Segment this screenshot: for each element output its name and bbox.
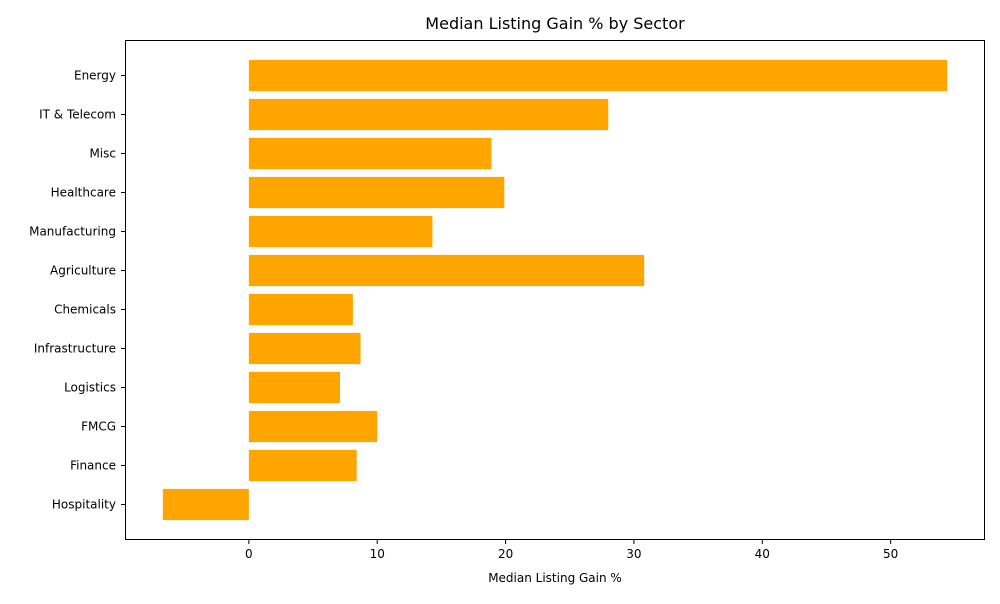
x-tick-label: 0: [245, 547, 253, 561]
bar-manufacturing: [248, 215, 433, 248]
y-tick-label: FMCG: [81, 420, 116, 434]
y-tick-label: Finance: [70, 459, 116, 473]
x-tick-label: 10: [370, 547, 385, 561]
x-tick-label: 30: [626, 547, 641, 561]
y-tick-label: Misc: [89, 147, 116, 161]
x-tick-label: 40: [755, 547, 770, 561]
bar-agriculture: [248, 254, 645, 287]
y-tick-label: Energy: [74, 69, 116, 83]
bar-finance: [248, 449, 357, 482]
x-tick-label: 20: [498, 547, 513, 561]
y-tick-label: Infrastructure: [34, 342, 116, 356]
x-axis-label: Median Listing Gain %: [488, 571, 622, 585]
chart-title: Median Listing Gain % by Sector: [425, 14, 685, 33]
bar-energy: [248, 59, 948, 92]
y-tick-label: Agriculture: [50, 264, 116, 278]
bars: [162, 59, 948, 521]
bar-logistics: [248, 371, 340, 404]
bar-misc: [248, 137, 492, 170]
y-tick-label: Logistics: [64, 381, 116, 395]
y-axis: Energy IT & Telecom Misc Healthcare Manufact…: [29, 69, 125, 512]
bar-healthcare: [248, 176, 505, 209]
y-tick-label: IT & Telecom: [39, 108, 116, 122]
bar-it-telecom: [248, 98, 609, 131]
bar-chemicals: [248, 293, 353, 326]
bar-fmcg: [248, 410, 378, 443]
bar-hospitality: [162, 488, 249, 521]
y-tick-label: Healthcare: [51, 186, 116, 200]
y-tick-label: Chemicals: [54, 303, 116, 317]
bar-infrastructure: [248, 332, 361, 365]
x-axis: 0 10 20 30 40 50: [245, 540, 898, 561]
x-tick-label: 50: [883, 547, 898, 561]
y-tick-label: Hospitality: [52, 498, 116, 512]
plot-frame: [125, 40, 985, 540]
y-tick-label: Manufacturing: [29, 225, 116, 239]
